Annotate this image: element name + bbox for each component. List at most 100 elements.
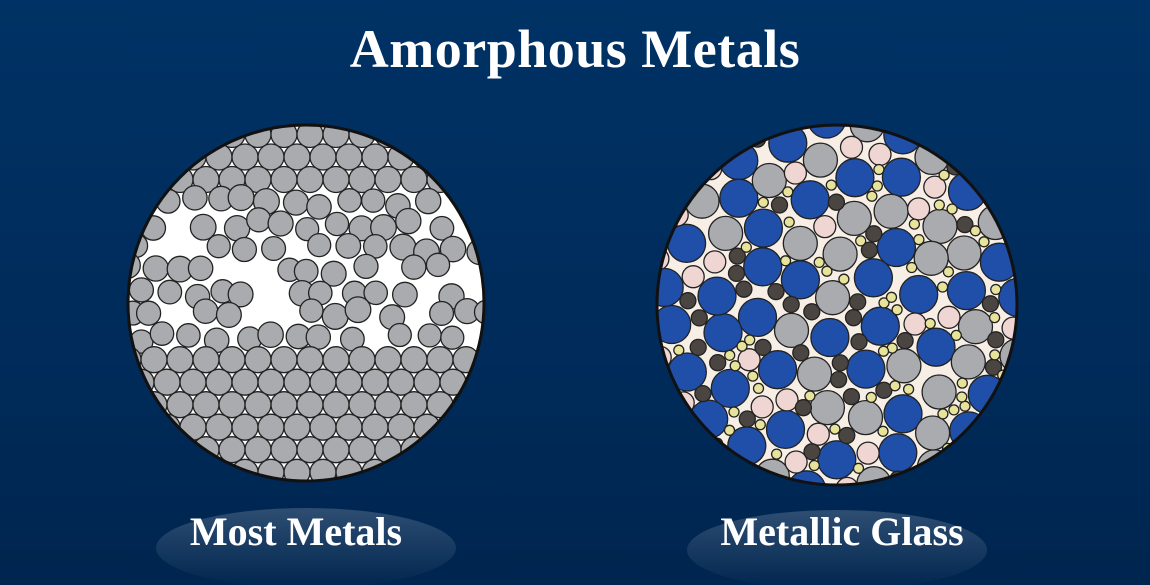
gray-atom	[414, 187, 442, 215]
glass-atom	[750, 395, 774, 419]
glass-atom	[956, 215, 974, 234]
glass-atom	[757, 196, 769, 209]
glass-atom	[790, 180, 830, 220]
glass-atom	[891, 304, 903, 316]
glass-panel	[655, 123, 1019, 585]
gray-atom	[166, 346, 194, 374]
glass-atom	[829, 423, 841, 435]
glass-atom	[933, 199, 945, 211]
gray-atom	[128, 125, 129, 126]
glass-atom	[689, 338, 707, 357]
glass-atom	[978, 236, 990, 248]
gray-atom	[452, 165, 480, 194]
gray-atom	[387, 322, 412, 348]
gray-atom	[218, 346, 246, 374]
glass-atom	[878, 297, 890, 309]
gray-atom	[231, 125, 259, 126]
glass-atom	[806, 422, 830, 446]
glass-atom	[735, 280, 753, 298]
glass-atom	[709, 354, 727, 372]
gray-atom	[344, 296, 372, 324]
gray-atom	[440, 325, 465, 350]
gray-atom	[227, 184, 255, 212]
glass-atom	[873, 193, 909, 229]
gray-atom	[153, 143, 181, 171]
gray-atom	[395, 207, 422, 235]
gray-atom	[465, 143, 484, 171]
gray-atom	[153, 458, 181, 481]
gray-atom	[460, 188, 484, 215]
glass-atom	[737, 297, 778, 338]
gray-atom	[257, 125, 285, 126]
glass-atom	[956, 391, 968, 403]
glass-atom	[802, 142, 839, 178]
glass-atom	[821, 265, 833, 277]
glass-atom	[703, 312, 743, 353]
glass-atom	[814, 280, 851, 316]
gray-atom	[296, 346, 324, 374]
gray-atom	[231, 143, 259, 171]
glass-atom	[948, 404, 960, 416]
glass-atoms	[657, 125, 1017, 485]
metallic-glass-label: Metallic Glass	[720, 509, 964, 554]
glass-atom	[697, 276, 737, 316]
glass-atom	[883, 394, 923, 434]
glass-atom	[728, 247, 746, 265]
gray-atom	[283, 368, 311, 396]
glass-atom	[779, 255, 792, 267]
gray-atom	[322, 165, 350, 194]
gray-atom	[473, 299, 484, 325]
gray-atom	[257, 143, 285, 171]
gray-atom	[322, 436, 350, 464]
gray-atom	[400, 391, 428, 419]
glass-atom	[946, 235, 982, 271]
glass-atom	[803, 303, 821, 321]
glass-atom	[987, 331, 1005, 349]
gray-atom	[478, 391, 484, 419]
gray-atom	[348, 436, 376, 464]
glass-atom	[866, 190, 878, 202]
gray-atom	[439, 125, 467, 126]
glass-atom	[942, 266, 955, 278]
gray-atom	[309, 368, 337, 396]
gray-atom	[283, 143, 311, 171]
glass-atom	[938, 169, 950, 181]
glass-atom	[770, 196, 789, 214]
gray-atom	[187, 255, 214, 282]
gray-atom	[374, 391, 402, 419]
glass-atom	[847, 399, 884, 436]
glass-atom	[804, 390, 816, 402]
glass-atom	[810, 317, 850, 358]
glass-atom	[988, 311, 1001, 324]
gray-atom	[192, 346, 220, 374]
gray-atom	[283, 413, 311, 441]
glass-atom	[723, 424, 736, 436]
gray-atom	[270, 391, 298, 419]
glass-atom	[808, 459, 820, 472]
gray-atom	[166, 391, 194, 419]
gray-atom	[348, 391, 376, 419]
glass-atom	[937, 408, 949, 420]
gray-atom	[128, 458, 129, 481]
glass-atom	[950, 329, 962, 342]
gray-atom	[218, 391, 246, 419]
glass-atom	[752, 382, 765, 395]
gray-atom	[270, 346, 298, 374]
gray-atom	[231, 413, 259, 441]
glass-atom	[835, 476, 859, 485]
gray-atom	[153, 413, 181, 441]
gray-atom	[426, 346, 454, 374]
glass-atom	[838, 426, 856, 445]
glass-atom	[813, 256, 825, 269]
gray-atom	[128, 413, 155, 441]
glass-atom	[921, 374, 957, 410]
glass-atom	[860, 241, 879, 259]
gray-atom	[149, 321, 175, 346]
gray-atom	[179, 125, 207, 126]
gray-atom	[296, 436, 324, 464]
glass-atom	[855, 235, 867, 247]
glass-atom	[710, 368, 750, 409]
gray-atom	[166, 436, 194, 464]
glass-atom	[990, 283, 1002, 296]
